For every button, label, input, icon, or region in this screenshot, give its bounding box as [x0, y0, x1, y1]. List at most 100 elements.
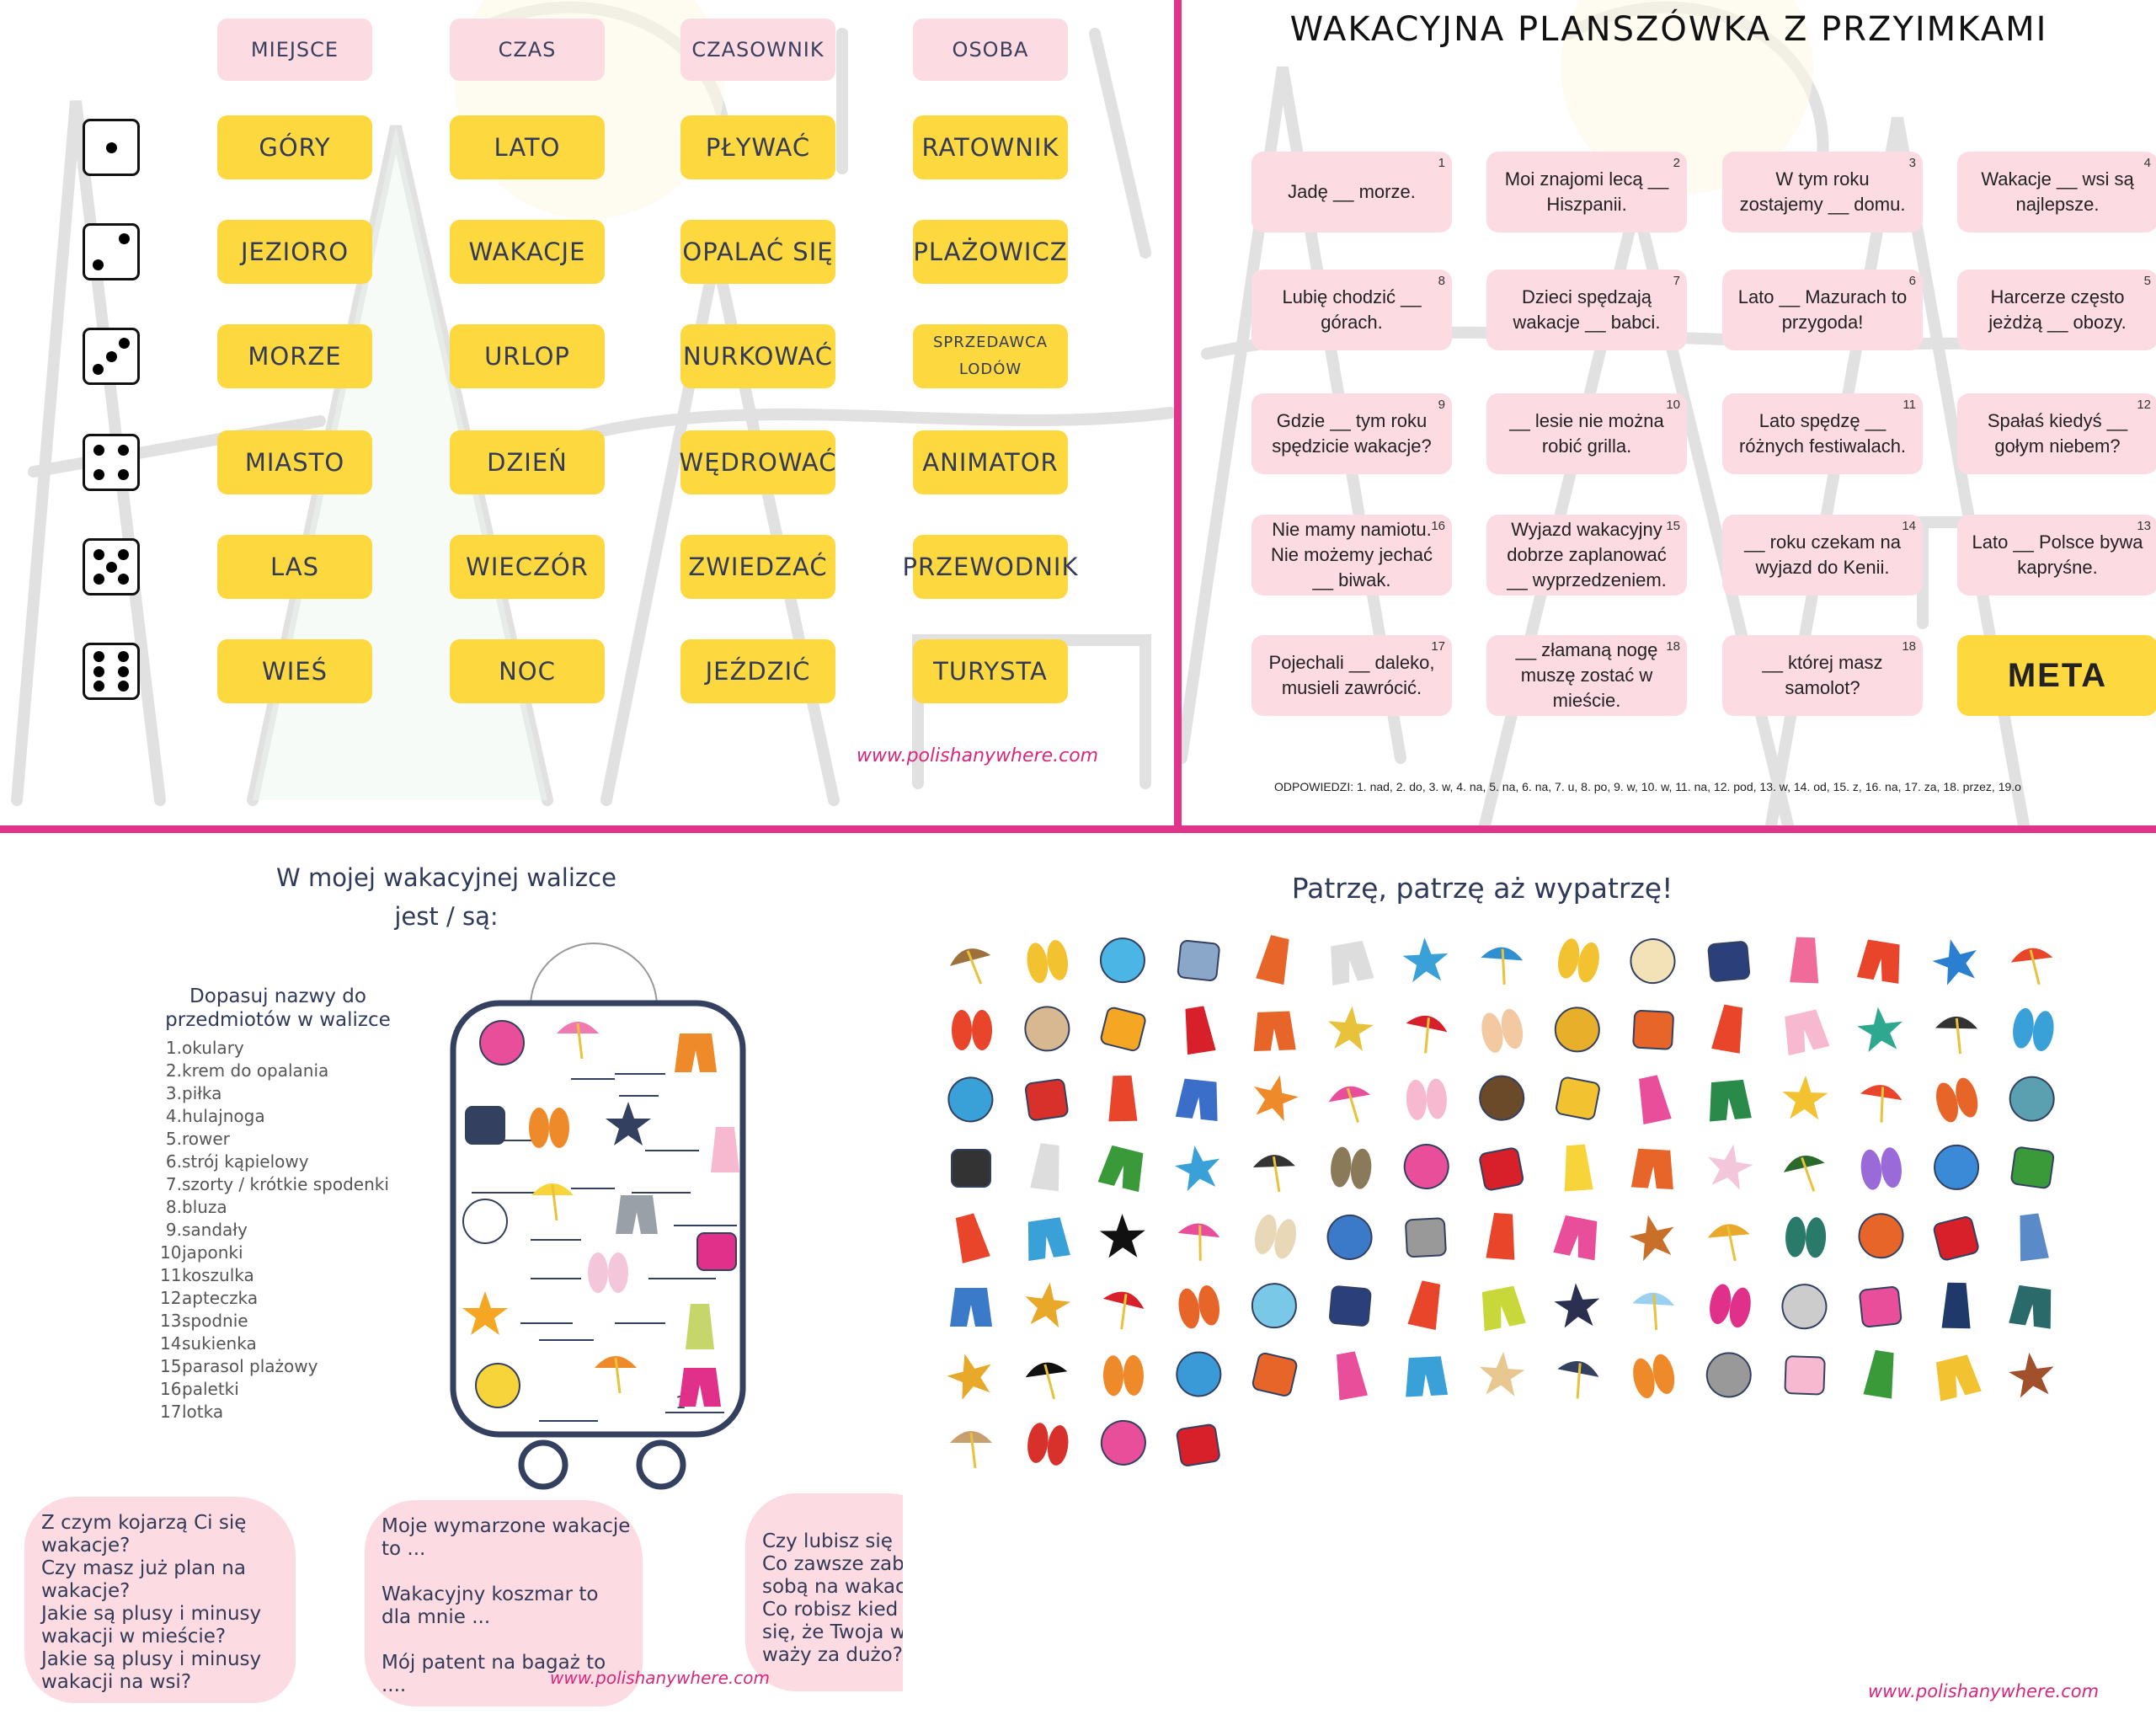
- coral-icon[interactable]: [1546, 1205, 1617, 1273]
- sunscreen-icon[interactable]: [1091, 996, 1163, 1066]
- word-card[interactable]: WIEŚ: [217, 639, 372, 703]
- kite-icon[interactable]: [1320, 1067, 1390, 1134]
- bucket-icon[interactable]: [945, 1279, 1006, 1337]
- board-field[interactable]: 7 Dzieci spędzają wakacje __ babci.: [1486, 270, 1687, 350]
- word-card[interactable]: WĘDROWAĆ: [680, 430, 836, 494]
- passport-icon[interactable]: [1929, 1279, 1991, 1337]
- camper-van-icon[interactable]: [1017, 1068, 1086, 1133]
- strawberry-icon[interactable]: [1470, 1136, 1541, 1204]
- ship-wheel-icon[interactable]: [2003, 1345, 2070, 1409]
- hang-glider-icon[interactable]: [1778, 933, 1840, 992]
- word-card[interactable]: RATOWNIK: [913, 115, 1068, 179]
- rain-boots-icon[interactable]: [1778, 1071, 1840, 1130]
- car-icon[interactable]: [1474, 1209, 1539, 1270]
- word-card[interactable]: SPRZEDAWCA LODÓW: [913, 324, 1068, 388]
- word-card[interactable]: PRZEWODNIK: [903, 535, 1077, 599]
- playing-cards-icon[interactable]: [1247, 1140, 1310, 1199]
- word-card[interactable]: NURKOWAĆ: [680, 324, 835, 388]
- cherries-icon[interactable]: [1168, 999, 1237, 1065]
- submarine-icon[interactable]: [1017, 930, 1086, 995]
- compass-icon[interactable]: [1017, 1276, 1085, 1340]
- beach-ball-icon[interactable]: [1170, 1207, 1236, 1270]
- ring-icon[interactable]: [1470, 1274, 1541, 1342]
- kids-icon[interactable]: [1321, 1277, 1387, 1339]
- board-field[interactable]: 2 Moi znajomi lecą __ Hiszpanii.: [1486, 152, 1687, 232]
- sun-icon[interactable]: [1550, 1140, 1614, 1201]
- telescope-icon[interactable]: [938, 1342, 1011, 1413]
- lightning-icon[interactable]: [1096, 1210, 1157, 1268]
- octopus-icon[interactable]: [1852, 1138, 1919, 1201]
- word-card[interactable]: NOC: [450, 639, 605, 703]
- bicycle-icon[interactable]: [1546, 929, 1617, 996]
- website-link[interactable]: www.polishanywhere.com: [550, 1668, 770, 1688]
- board-field[interactable]: 9 Gdzie __ tym roku spędzicie wakacje?: [1251, 393, 1452, 474]
- wave-art-icon[interactable]: [1778, 1210, 1840, 1268]
- hot-air-balloon-icon[interactable]: [1168, 1275, 1237, 1341]
- sailboat-icon[interactable]: [1546, 1067, 1617, 1135]
- sandcastle-icon[interactable]: [1474, 1347, 1539, 1408]
- train-icon[interactable]: [945, 1141, 1006, 1199]
- pinwheel-icon[interactable]: [1096, 933, 1157, 991]
- trousers-icon[interactable]: [1699, 1136, 1769, 1203]
- sea-picture-icon[interactable]: [1398, 1347, 1461, 1407]
- ticket-icon[interactable]: [1622, 928, 1694, 996]
- pool-icon[interactable]: [1247, 1279, 1310, 1338]
- squid-icon[interactable]: [1778, 1348, 1840, 1407]
- campfire-icon[interactable]: [1242, 928, 1314, 997]
- thermometer-icon[interactable]: [1091, 1273, 1163, 1343]
- snorkel-mask-icon[interactable]: [1398, 932, 1461, 993]
- shell-icon[interactable]: [1242, 1204, 1314, 1274]
- word-card[interactable]: JEŹDZIĆ: [680, 639, 835, 703]
- cowboy-hat-icon[interactable]: [945, 1418, 1006, 1475]
- cap-icon[interactable]: [1924, 1204, 1997, 1274]
- wave-icon[interactable]: [938, 1065, 1011, 1136]
- board-field[interactable]: 11 Lato spędzę __ różnych festiwalach.: [1722, 393, 1923, 474]
- orange-shorts-icon[interactable]: [1096, 1348, 1157, 1406]
- rowboat-icon[interactable]: [1474, 1071, 1539, 1132]
- cruise-ship-icon[interactable]: [1773, 1274, 1844, 1343]
- shrimp-icon[interactable]: [1850, 1206, 1919, 1272]
- word-card[interactable]: GÓRY: [217, 115, 372, 179]
- board-field[interactable]: 10 __ lesie nie można robić grilla.: [1486, 393, 1687, 474]
- word-card[interactable]: LAS: [217, 535, 372, 599]
- hat-icon[interactable]: [938, 927, 1011, 998]
- tent-icon[interactable]: [1852, 1000, 1919, 1063]
- suitcase-icon[interactable]: [2003, 1069, 2070, 1133]
- board-field[interactable]: 18 __ złamaną nogę muszę zostać w mieście…: [1486, 635, 1687, 716]
- strawberries-icon[interactable]: [1395, 997, 1466, 1065]
- lighthouse-icon[interactable]: [1699, 998, 1769, 1065]
- dress-icon[interactable]: [1700, 1070, 1766, 1132]
- binoculars-icon[interactable]: [2003, 1275, 2071, 1340]
- sunglasses-icon[interactable]: [1699, 1274, 1769, 1341]
- website-link[interactable]: www.polishanywhere.com: [857, 745, 1099, 766]
- folded-map-icon[interactable]: [1700, 1346, 1766, 1408]
- board-field[interactable]: 1 Jadę __ morze.: [1251, 152, 1452, 232]
- word-card[interactable]: TURYSTA: [913, 639, 1068, 703]
- trees-icon[interactable]: [1773, 1135, 1844, 1204]
- word-card[interactable]: PLAŻOWICZ: [913, 220, 1068, 284]
- sailor-icon[interactable]: [1700, 932, 1766, 994]
- board-field[interactable]: 5 Harcerze często jeżdżą __ obozy.: [1957, 270, 2156, 350]
- globe-icon[interactable]: [2003, 1137, 2071, 1202]
- cotton-candy-icon[interactable]: [1773, 997, 1844, 1066]
- books-icon[interactable]: [1242, 1343, 1314, 1412]
- mosquito-icon[interactable]: [1321, 1139, 1387, 1201]
- website-link[interactable]: www.polishanywhere.com: [1868, 1681, 2100, 1701]
- beach-bag-icon[interactable]: [1170, 1069, 1236, 1132]
- ice-cream-icon[interactable]: [1398, 1071, 1461, 1131]
- board-field[interactable]: 15 Wyjazd wakacyjny dobrze zaplanować __ …: [1486, 515, 1687, 595]
- palm-leaf-icon[interactable]: [1091, 1135, 1163, 1204]
- word-card[interactable]: MIASTO: [217, 430, 372, 494]
- map-icon[interactable]: [945, 1003, 1006, 1060]
- pirate-icon[interactable]: [1168, 1413, 1237, 1479]
- surfboard-icon[interactable]: [1625, 1140, 1689, 1200]
- board-field[interactable]: 13 Lato __ Polsce bywa kapryśne.: [1957, 515, 2156, 595]
- jellyfish-icon[interactable]: [1017, 1206, 1086, 1271]
- seahorse-icon[interactable]: [1625, 1001, 1689, 1062]
- pier-icon[interactable]: [1017, 1000, 1085, 1064]
- fan-icon[interactable]: [1924, 1065, 1997, 1135]
- word-card[interactable]: DZIEŃ: [450, 430, 605, 494]
- dolphin-icon[interactable]: [1929, 1140, 1991, 1199]
- seaweed-icon[interactable]: [1850, 1344, 1919, 1410]
